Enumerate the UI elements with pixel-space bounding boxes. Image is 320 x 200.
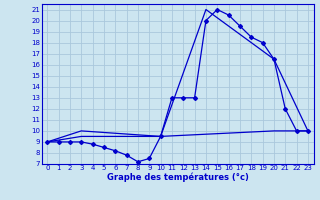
X-axis label: Graphe des températures (°c): Graphe des températures (°c) <box>107 173 249 182</box>
